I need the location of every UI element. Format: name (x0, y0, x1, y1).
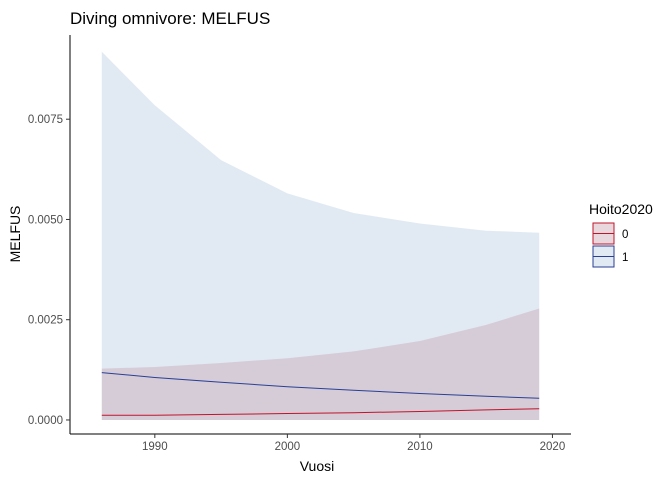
band-series-1 (101, 51, 540, 421)
line-series-1 (101, 372, 540, 399)
band-series-0 (101, 308, 540, 420)
line-series-0 (101, 408, 540, 416)
y-axis-title: MELFUS (7, 206, 23, 263)
x-axis-title: Vuosi (300, 458, 335, 474)
x-tick-label: 2020 (540, 441, 566, 453)
x-tick-label: 2000 (275, 441, 301, 453)
legend-label-0: 0 (622, 229, 628, 241)
y-tick-label: 0.0025 (28, 315, 63, 327)
fit-lines (101, 372, 540, 416)
legend-title: Hoito2020 (589, 201, 653, 217)
y-tick-label: 0.0075 (28, 114, 63, 126)
x-axis-ticks: 1990 2000 2010 2020 (142, 434, 565, 453)
confidence-bands (101, 51, 540, 421)
y-axis-ticks: 0.0000 0.0025 0.0050 0.0075 (28, 114, 70, 427)
legend: Hoito2020 0 1 (589, 201, 653, 268)
y-tick-label: 0.0000 (28, 415, 63, 427)
chart-title: Diving omnivore: MELFUS (70, 9, 270, 28)
y-tick-label: 0.0050 (28, 214, 63, 226)
x-tick-label: 2010 (407, 441, 433, 453)
legend-label-1: 1 (622, 252, 628, 264)
x-tick-label: 1990 (142, 441, 168, 453)
